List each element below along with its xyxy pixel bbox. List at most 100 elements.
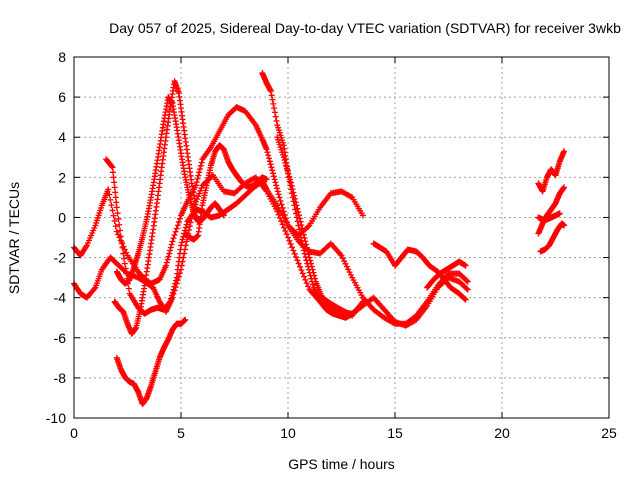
data-point	[167, 247, 174, 254]
data-point	[277, 197, 284, 204]
data-point	[274, 185, 281, 192]
data-point	[308, 263, 315, 270]
data-point	[301, 235, 308, 242]
series-12	[535, 148, 568, 195]
y-tick-label: 8	[58, 49, 66, 65]
data-point	[291, 250, 298, 257]
data-point	[192, 204, 199, 211]
data-point	[301, 273, 308, 280]
data-point	[561, 222, 568, 229]
data-point	[268, 164, 275, 171]
data-point	[164, 256, 171, 263]
data-point	[172, 277, 179, 284]
data-point	[283, 162, 290, 169]
data-point	[341, 258, 348, 265]
data-point	[289, 244, 296, 251]
data-point	[280, 224, 287, 231]
y-tick-label: -10	[46, 410, 66, 426]
data-point	[309, 266, 316, 273]
data-point	[193, 179, 200, 186]
data-point	[186, 223, 193, 230]
data-point	[305, 223, 312, 230]
series-5	[111, 78, 199, 337]
series-6	[113, 316, 189, 407]
data-point	[119, 244, 126, 251]
data-point	[208, 173, 215, 180]
data-point	[197, 187, 204, 194]
data-point	[196, 169, 203, 176]
data-point	[359, 212, 366, 219]
data-point	[116, 221, 123, 228]
x-tick-label: 0	[70, 425, 78, 441]
y-tick-label: 4	[58, 129, 66, 145]
data-point	[297, 263, 304, 270]
data-point	[110, 174, 117, 181]
data-point	[263, 176, 270, 183]
y-axis-label: SDTVAR / TECUs	[6, 181, 22, 295]
data-point	[163, 259, 170, 266]
y-tick-label: 2	[58, 169, 66, 185]
data-point	[305, 251, 312, 258]
data-point	[276, 194, 283, 201]
data-point	[112, 189, 119, 196]
data-point	[114, 210, 121, 217]
data-point	[182, 316, 189, 323]
y-tick-label: 6	[58, 89, 66, 105]
data-point	[278, 218, 285, 225]
data-point	[267, 161, 274, 168]
data-point	[174, 222, 181, 229]
data-point	[265, 152, 272, 159]
data-point	[175, 218, 182, 225]
data-point	[464, 278, 471, 285]
data-point	[281, 157, 288, 164]
data-point	[197, 162, 204, 169]
x-tick-label: 25	[601, 425, 617, 441]
data-point	[295, 208, 302, 215]
data-point	[196, 190, 203, 197]
data-point	[108, 163, 115, 170]
data-point	[295, 260, 302, 267]
data-point	[251, 175, 258, 182]
data-point	[304, 248, 311, 255]
data-point	[345, 266, 352, 273]
data-point	[339, 255, 346, 262]
data-point	[271, 176, 278, 183]
data-point	[169, 238, 176, 245]
data-point	[173, 225, 180, 232]
data-point	[120, 243, 127, 250]
data-point	[198, 159, 205, 166]
data-point	[112, 223, 119, 230]
axis-ticks: 0 5 10 15 20 25 -10 -8 -6 -4 -2 0 2 4 6 8	[46, 49, 617, 441]
data-point	[288, 182, 295, 189]
data-point	[272, 179, 279, 186]
data-point	[461, 295, 468, 302]
data-point	[110, 212, 117, 219]
data-point	[183, 238, 190, 245]
data-point	[105, 186, 112, 193]
data-point	[556, 210, 563, 217]
data-point	[294, 257, 301, 264]
data-point	[109, 207, 116, 214]
data-point	[289, 186, 296, 193]
y-tick-label: 0	[58, 209, 66, 225]
data-point	[309, 281, 316, 288]
data-point	[195, 172, 202, 179]
data-point	[163, 262, 170, 269]
series-9	[274, 134, 366, 319]
data-point	[123, 270, 130, 277]
data-point	[196, 166, 203, 173]
data-point	[338, 252, 345, 259]
data-point	[168, 292, 175, 299]
data-point	[306, 254, 313, 261]
y-tick-label: -6	[54, 330, 67, 346]
series-13	[535, 184, 568, 237]
data-point	[113, 204, 120, 211]
data-point	[269, 167, 276, 174]
series-11	[424, 258, 469, 291]
data-point	[464, 286, 471, 293]
data-point	[359, 298, 366, 305]
data-point	[121, 255, 128, 262]
data-point	[178, 242, 184, 249]
grid-lines	[74, 57, 609, 418]
series-4	[113, 94, 227, 287]
